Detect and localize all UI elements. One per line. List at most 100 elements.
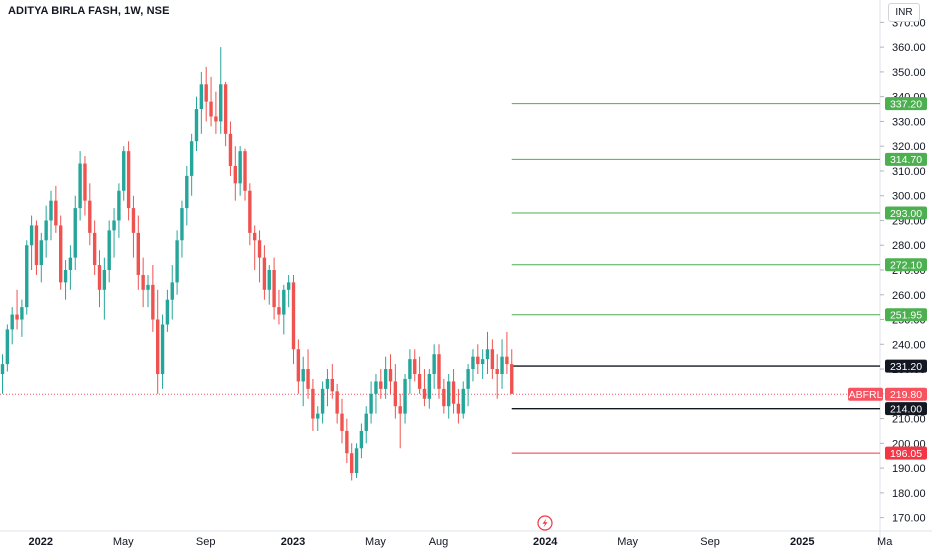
candle-body [398,406,402,414]
candle-body [165,299,170,325]
candle-body [233,166,237,184]
candle-body [485,349,490,360]
candle-body [102,270,107,290]
candle-body [131,208,136,233]
price-tick-label: 360.00 [892,42,926,54]
candle-body [126,151,131,209]
candle-body [291,282,296,350]
level-tag-key [885,359,927,373]
candle-body [461,388,465,414]
candle-body [364,413,368,431]
candle-body [112,220,116,231]
lightning-icon[interactable] [537,515,553,531]
level-tag-label: 272.10 [890,260,922,272]
candle-body [219,84,223,122]
level-tag-label: 293.00 [890,208,922,220]
price-tick-label: 180.00 [892,488,926,500]
candle-body [73,208,77,258]
price-tick-label: 240.00 [892,339,926,351]
level-tag-label: 251.95 [890,309,922,321]
candle-body [185,175,189,209]
candle-body [505,356,509,365]
candle-body [350,453,354,474]
candle-body [141,274,145,290]
candle-body [34,225,39,266]
level-tag-resistance [885,152,927,166]
candle-body [20,307,24,320]
candle-body [54,200,58,226]
candle-body [272,270,276,308]
candle-body [442,388,446,407]
price-tick-label: 330.00 [892,116,926,128]
candle-body [476,356,480,365]
candle-body [92,232,97,266]
candle-body [68,257,73,270]
candle-body [413,359,417,374]
price-tick-label: 210.00 [892,414,926,426]
candle-body [156,319,160,374]
candle-body [456,403,461,414]
candle-body [243,151,247,191]
level-tag-label: 214.00 [890,403,922,415]
candle-body [447,381,451,407]
candle-body [510,364,514,394]
levels-layer [0,103,880,454]
time-axis[interactable]: 2022 May Sep 2023 May Aug 2024 May Sep 2025 Ma [29,536,894,548]
candle-body [44,220,48,241]
candle-body [301,369,305,382]
candle-body [63,270,68,283]
candle-body [480,359,485,365]
candle-body [223,84,228,134]
candle-body [403,378,407,414]
candle-body [417,374,422,389]
price-tick-label: 170.00 [892,513,926,525]
candle-body [451,381,456,404]
price-tick-label: 260.00 [892,290,926,302]
price-tags-layer: 337.20 314.70 293.00 272.10 251.95 231.20 214.… [848,97,927,460]
symbol-tag-label: ABFRL [849,389,883,401]
candle-body [306,369,310,389]
candle-body [316,413,320,419]
candle-body [88,200,92,233]
candle-body [49,200,53,221]
time-tick-label: May [365,536,386,548]
chart-title: ADITYA BIRLA FASH, 1W, NSE [8,5,170,17]
level-tag-key [885,402,927,416]
candle-body [228,133,233,166]
level-tag-label: 231.20 [890,361,922,373]
candle-body [15,314,19,320]
symbol-tag [848,387,883,401]
candle-body [209,101,213,117]
candle-body [59,225,63,283]
candle-body [466,369,470,389]
candle-body [408,359,412,379]
time-tick-label: Sep [700,536,720,548]
time-tick-label: 2024 [533,536,558,548]
candle-body [383,369,388,389]
last-price-tag [885,387,927,401]
candle-body [330,378,334,392]
candle-body [117,190,121,221]
last-price-label: 219.80 [890,389,922,401]
candle-body [374,381,378,394]
candle-body [393,381,398,407]
time-tick-label: May [617,536,638,548]
candle-body [296,349,301,382]
candle-body [78,163,82,209]
time-tick-label: 2025 [790,536,814,548]
candle-body [340,413,344,431]
time-tick-label: Aug [429,536,449,548]
level-tag-label: 337.20 [890,98,922,110]
candle-body [422,388,427,399]
candle-body [170,282,174,300]
currency-badge[interactable]: INR [888,3,920,22]
candle-body [471,356,475,370]
candle-body [277,307,281,315]
candles-layer [0,47,514,481]
candle-body [325,378,330,389]
candle-body [97,265,102,290]
candle-body [248,190,252,233]
